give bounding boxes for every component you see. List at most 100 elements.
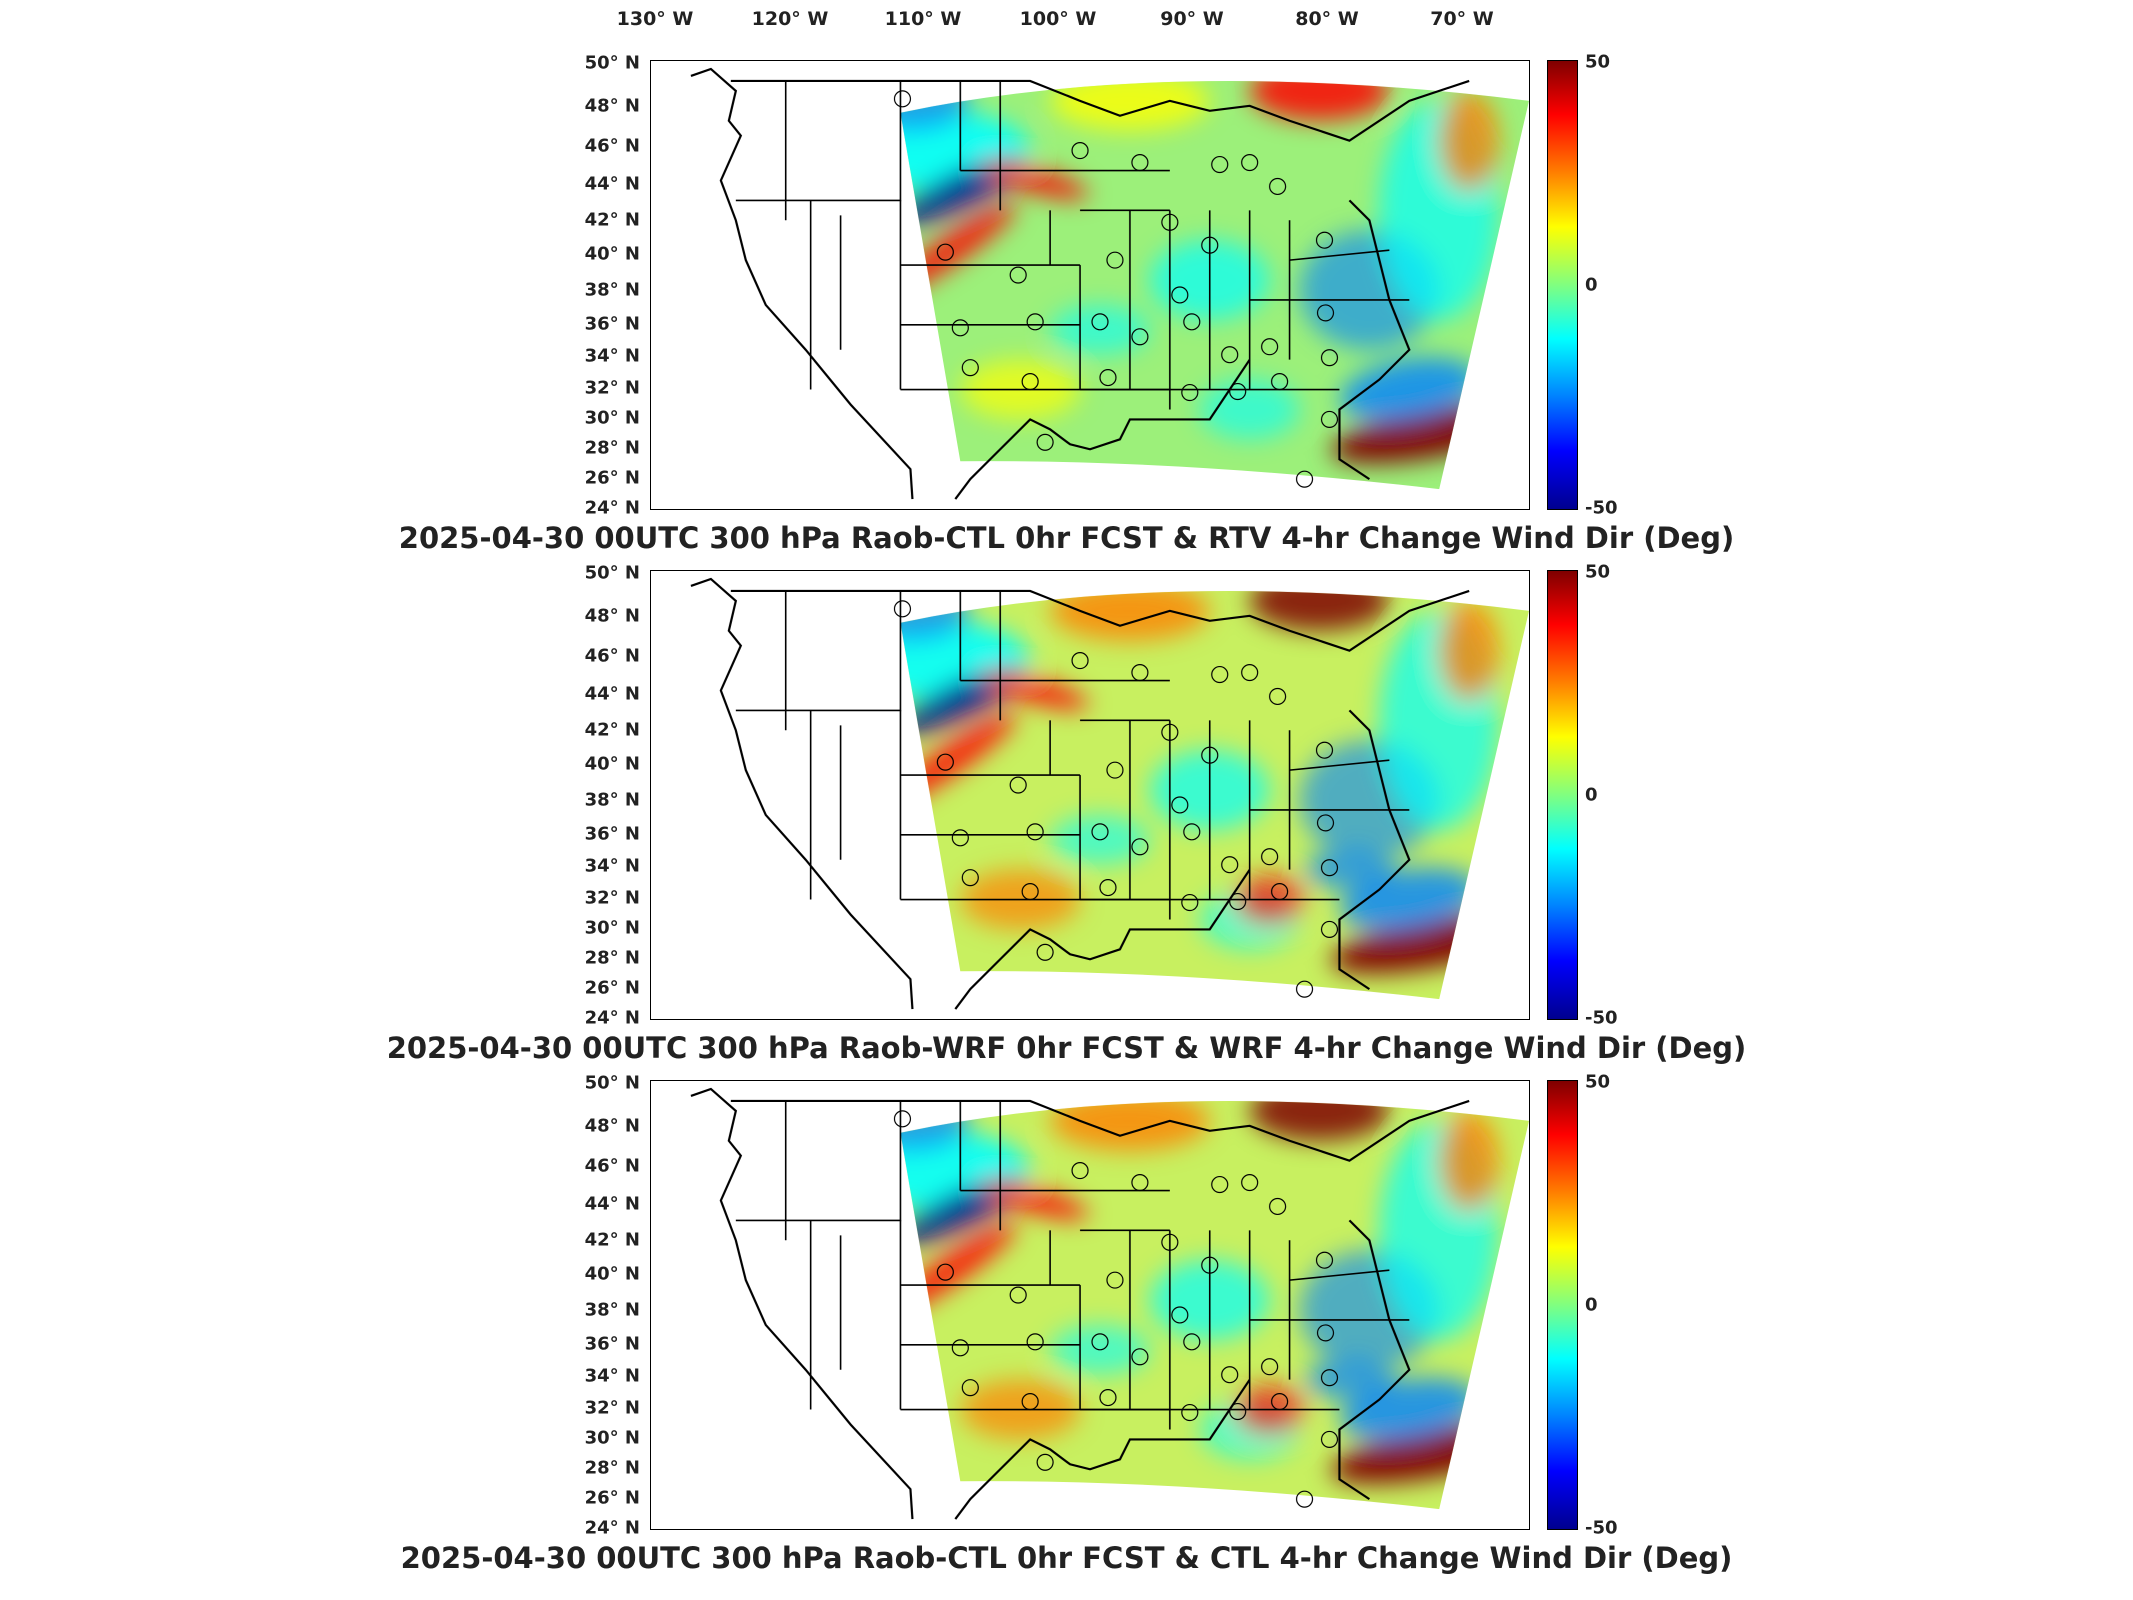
wind-direction-field — [900, 81, 1529, 490]
state-line — [900, 388, 1171, 410]
wind-direction-field — [900, 591, 1529, 1000]
station-marker — [1036, 433, 1054, 451]
station-marker — [1071, 652, 1089, 670]
lat-label: 32° N — [584, 377, 640, 399]
state-boundaries — [690, 577, 1470, 1010]
field-patch — [1249, 81, 1390, 121]
station-marker — [1091, 1333, 1109, 1351]
station-marker — [1320, 410, 1339, 428]
station-marker — [1183, 1333, 1201, 1351]
lat-label: 26° N — [584, 1487, 640, 1509]
station-marker — [1221, 856, 1239, 874]
state-line — [900, 898, 1171, 920]
station-marker — [1026, 823, 1044, 841]
station-marker — [1071, 1162, 1089, 1180]
colorbar-max-label: 50 — [1585, 51, 1611, 73]
station-marker — [1315, 1251, 1334, 1269]
lat-label: 26° N — [584, 977, 640, 999]
raob-stations — [893, 1110, 1339, 1508]
state-line — [735, 590, 902, 712]
station-marker — [1211, 1175, 1229, 1194]
station-marker — [1131, 1173, 1149, 1192]
station-marker — [1295, 980, 1314, 998]
station-marker — [1091, 823, 1109, 841]
station-marker — [1099, 879, 1117, 897]
station-marker — [1071, 142, 1089, 160]
station-marker — [1106, 761, 1124, 779]
lat-label: 40° N — [584, 243, 640, 265]
lon-label: 70° W — [1430, 8, 1494, 30]
lat-label: 30° N — [584, 1427, 640, 1449]
lat-label: 30° N — [584, 407, 640, 429]
station-marker — [1201, 236, 1219, 254]
station-marker — [1009, 266, 1027, 284]
lat-label: 24° N — [584, 497, 640, 519]
station-marker — [1261, 848, 1279, 866]
station-marker — [1229, 382, 1247, 401]
lat-label: 38° N — [584, 279, 640, 301]
station-marker — [1270, 373, 1289, 391]
lon-label: 110° W — [884, 8, 962, 30]
state-boundaries — [690, 67, 1470, 500]
lon-label: 120° W — [751, 8, 829, 30]
station-marker — [1106, 1271, 1124, 1289]
lat-label: 34° N — [584, 855, 640, 877]
station-marker — [1316, 814, 1335, 832]
lat-label: 50° N — [584, 1072, 640, 1094]
lon-label: 80° W — [1295, 8, 1359, 30]
map-svg — [690, 67, 1529, 500]
station-marker — [1261, 338, 1279, 356]
station-marker — [1316, 1324, 1335, 1342]
colorbar-min-label: -50 — [1585, 1007, 1618, 1029]
station-marker — [936, 243, 954, 261]
lat-label: 28° N — [584, 947, 640, 969]
lat-label: 32° N — [584, 887, 640, 909]
lat-label: 44° N — [584, 1193, 640, 1215]
lon-label: 130° W — [616, 8, 694, 30]
station-marker — [1091, 313, 1109, 331]
station-marker — [1241, 153, 1259, 172]
colorbar-max-label: 50 — [1585, 561, 1611, 583]
station-marker — [1268, 177, 1287, 196]
latitude-axis: 50° N 48° N 46° N 44° N 42° N 40° N 38° … — [560, 1073, 640, 1539]
lat-label: 24° N — [584, 1517, 640, 1539]
map-panel-1: 50° N 48° N 46° N 44° N 42° N 40° N 38° … — [0, 52, 2133, 568]
lat-label: 46° N — [584, 135, 640, 157]
station-marker — [936, 1263, 954, 1281]
station-marker — [1183, 313, 1201, 331]
station-marker — [1270, 1393, 1289, 1411]
lat-label: 26° N — [584, 467, 640, 489]
station-marker — [1171, 1306, 1189, 1324]
map-panel-2: 50° N 48° N 46° N 44° N 42° N 40° N 38° … — [0, 562, 2133, 1078]
station-marker — [961, 869, 979, 887]
panel-title: 2025-04-30 00UTC 300 hPa Raob-CTL 0hr FC… — [398, 521, 1735, 555]
map-panel-3: 50° N 48° N 46° N 44° N 42° N 40° N 38° … — [0, 1072, 2133, 1588]
colorbar — [1547, 60, 1578, 510]
lat-label: 28° N — [584, 1457, 640, 1479]
field-patch — [1304, 849, 1395, 890]
field-patch — [982, 672, 1089, 709]
station-marker — [1320, 349, 1339, 367]
station-marker — [1026, 1333, 1044, 1351]
field-patch — [1050, 1101, 1210, 1151]
lat-label: 34° N — [584, 345, 640, 367]
lat-label: 48° N — [584, 1115, 640, 1137]
wind-direction-field — [900, 1101, 1529, 1510]
lat-label: 44° N — [584, 173, 640, 195]
panel-title: 2025-04-30 00UTC 300 hPa Raob-CTL 0hr FC… — [400, 1541, 1733, 1575]
station-marker — [1315, 741, 1334, 759]
station-marker — [1261, 1358, 1279, 1376]
field-patch — [1340, 357, 1479, 422]
station-marker — [1131, 1348, 1149, 1366]
lat-label: 34° N — [584, 1365, 640, 1387]
field-patch — [1199, 379, 1300, 440]
station-marker — [1295, 470, 1314, 488]
station-marker — [1183, 823, 1201, 841]
station-marker — [951, 1339, 969, 1357]
station-marker — [961, 359, 979, 377]
station-marker — [1211, 665, 1229, 684]
field-patch — [1249, 591, 1390, 631]
coastline — [690, 67, 1470, 500]
station-marker — [1161, 1233, 1179, 1251]
station-marker — [1026, 313, 1044, 331]
